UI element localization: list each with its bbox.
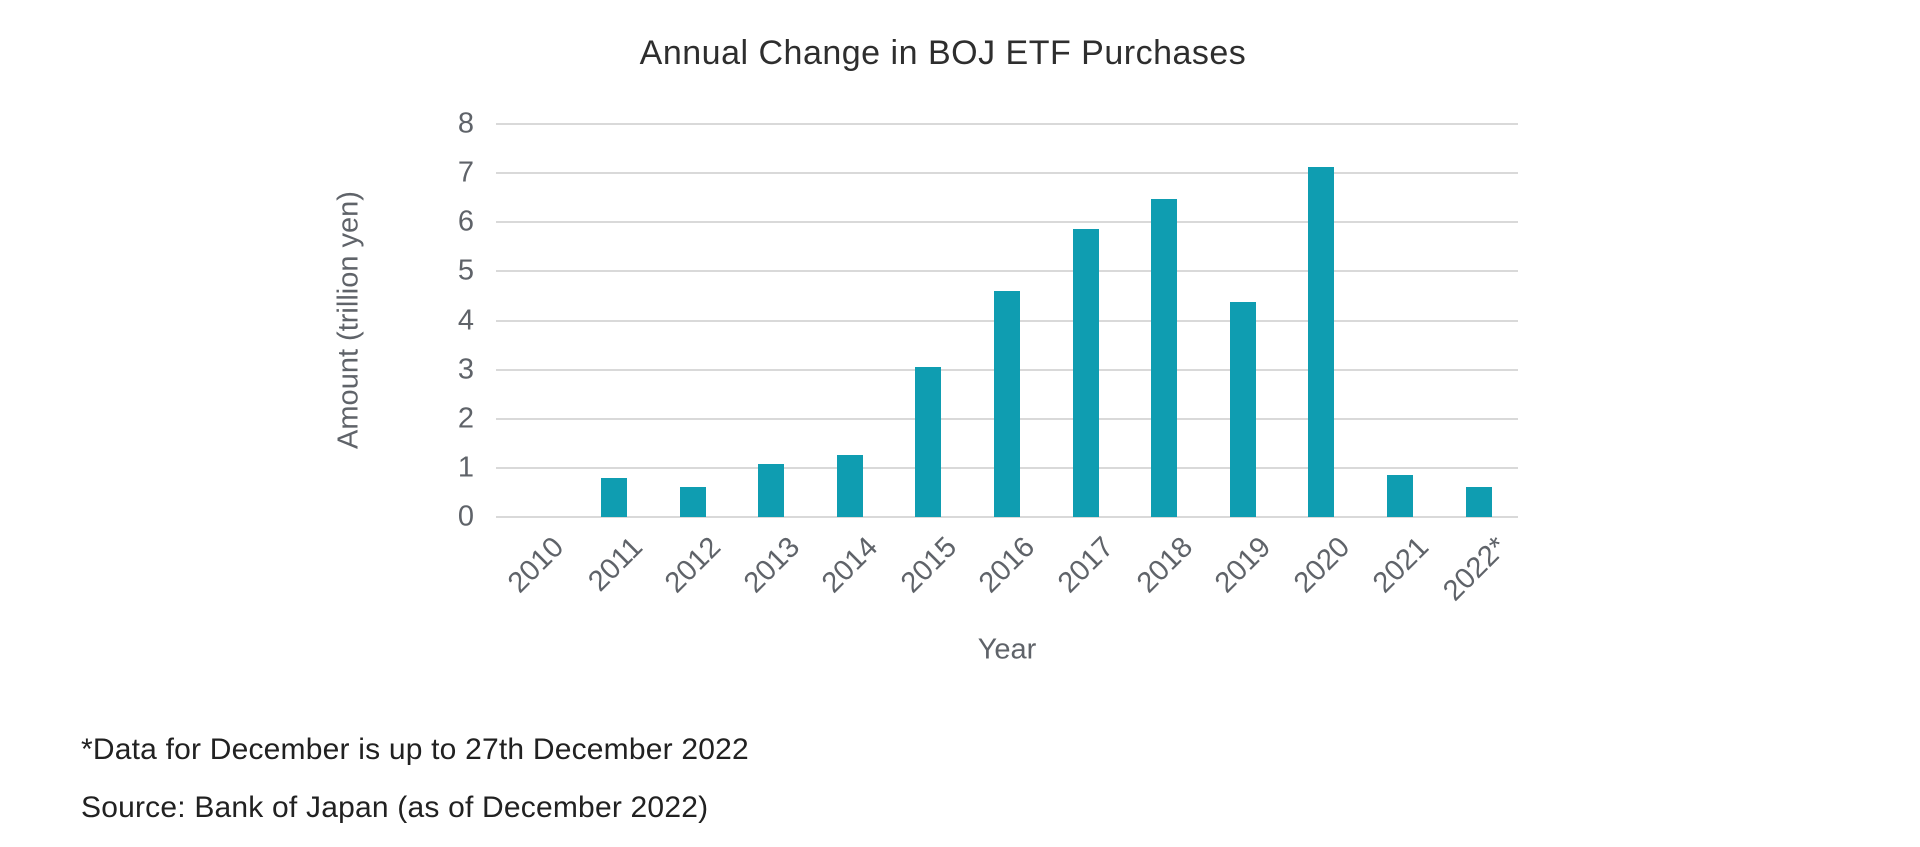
x-tick-label-2013: 2013 [737, 531, 806, 600]
bar-2019 [1229, 302, 1256, 517]
y-tick-label-6: 6 [457, 205, 474, 238]
chart-title: Annual Change in BOJ ETF Purchases [639, 34, 1247, 72]
y-tick-label-2: 2 [457, 402, 474, 435]
bar-2014 [836, 454, 863, 517]
bar-2021 [1387, 474, 1414, 517]
bar-2016 [994, 291, 1020, 517]
x-axis-title: Year [977, 633, 1037, 666]
bar-2012 [679, 487, 706, 517]
x-tick-label-2017: 2017 [1052, 531, 1121, 600]
y-tick-label-0: 0 [457, 500, 474, 533]
x-tick-label-2015: 2015 [894, 531, 964, 600]
bar-2018 [1151, 198, 1178, 517]
y-tick-label-8: 8 [457, 107, 474, 140]
x-tick-label-2012: 2012 [658, 531, 728, 600]
x-tick-label-2018: 2018 [1130, 531, 1199, 600]
x-tick-label-2011: 2011 [581, 531, 649, 598]
y-tick-label-1: 1 [457, 451, 474, 484]
x-tick-label-2020: 2020 [1287, 531, 1357, 600]
footnote-source: Source: Bank of Japan (as of December 20… [81, 791, 709, 824]
gridline-y8 [496, 123, 1518, 125]
bar-2013 [758, 463, 785, 517]
x-tick-label-2022: 2022* [1437, 531, 1514, 608]
bar-2015 [915, 366, 942, 517]
y-tick-label-5: 5 [457, 254, 474, 287]
gridline-y0 [496, 516, 1518, 518]
y-tick-label-4: 4 [457, 304, 474, 336]
plot-area: 0 1 2 3 4 5 6 7 8 2010 2011 2012 2013 2014 2015 2016 201… [458, 108, 1518, 607]
x-tick-label-2016: 2016 [973, 531, 1042, 600]
x-tick-label-2010: 2010 [501, 531, 570, 600]
gridline-y6 [496, 221, 1518, 224]
gridline-y7 [496, 172, 1518, 175]
y-tick-label-7: 7 [457, 156, 474, 189]
gridline-y5 [496, 270, 1518, 273]
y-tick-label-3: 3 [457, 353, 474, 386]
x-tick-label-2019: 2019 [1209, 531, 1278, 600]
footnote-data-note: *Data for December is up to 27th Decembe… [81, 733, 749, 766]
x-tick-label-2014: 2014 [816, 531, 885, 600]
bar-2022 [1465, 486, 1492, 517]
bar-2017 [1072, 228, 1099, 517]
x-tick-label-2021: 2021 [1366, 531, 1435, 600]
bar-2020 [1308, 167, 1335, 517]
y-axis-title: Amount (trillion yen) [332, 191, 365, 449]
bar-2011 [600, 477, 627, 517]
